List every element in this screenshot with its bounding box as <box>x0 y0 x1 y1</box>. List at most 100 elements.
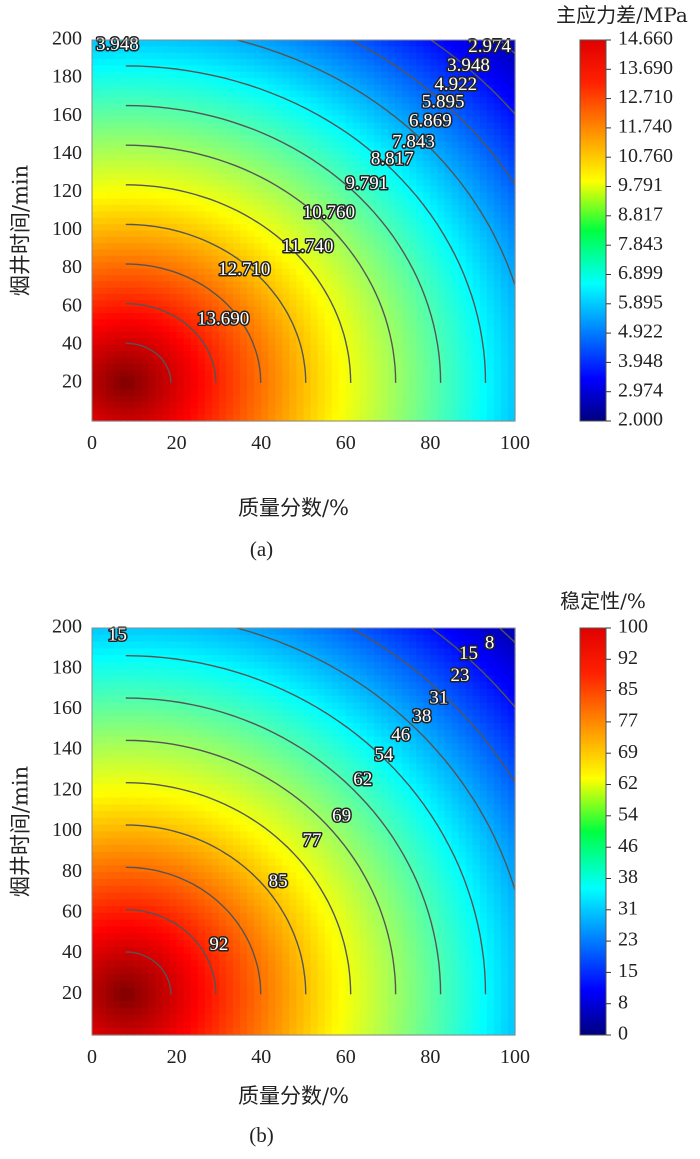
heatmap-cell <box>296 401 305 409</box>
heatmap-cell <box>176 811 185 819</box>
heatmap-cell <box>141 274 149 282</box>
heatmap-cell <box>352 217 361 225</box>
heatmap-cell <box>176 141 185 149</box>
heatmap-cell <box>162 59 171 66</box>
heatmap-cell <box>310 147 319 155</box>
heatmap-cell <box>233 363 241 371</box>
heatmap-cell <box>388 65 396 73</box>
heatmap-cell <box>148 885 157 894</box>
heatmap-cell <box>451 192 460 200</box>
heatmap-cell <box>374 103 382 111</box>
heatmap-cell <box>190 906 199 914</box>
heatmap-cell <box>317 154 326 162</box>
heatmap-cell <box>331 357 340 365</box>
heatmap-cell <box>204 338 213 346</box>
heatmap-cell <box>211 351 220 359</box>
heatmap-cell <box>176 325 185 333</box>
heatmap-cell <box>423 249 431 257</box>
y-tick-label: 20 <box>62 370 82 392</box>
heatmap-cell <box>451 154 460 162</box>
heatmap-cell <box>155 370 164 378</box>
heatmap-cell <box>507 97 516 105</box>
heatmap-cell <box>176 332 185 340</box>
heatmap-cell <box>120 205 128 213</box>
heatmap-cell <box>303 268 312 276</box>
heatmap-cell <box>409 363 417 371</box>
heatmap-cell <box>148 682 157 690</box>
heatmap-cell <box>493 147 502 155</box>
heatmap-cell <box>303 65 312 73</box>
heatmap-cell <box>120 59 128 66</box>
heatmap-cell <box>430 192 439 200</box>
heatmap-cell <box>472 255 481 263</box>
heatmap-cell <box>204 249 213 257</box>
heatmap-cell <box>317 306 326 314</box>
heatmap-cell <box>366 78 375 86</box>
heatmap-cell <box>310 65 319 73</box>
heatmap-cell <box>444 268 453 276</box>
heatmap-cell <box>113 217 121 225</box>
heatmap-cell <box>303 128 312 136</box>
heatmap-cell <box>310 52 319 60</box>
contour-label: 2.974 <box>468 36 511 57</box>
heatmap-cell <box>296 274 305 282</box>
heatmap-cell <box>106 811 114 819</box>
heatmap-cell <box>409 287 417 295</box>
heatmap-cell <box>99 648 107 656</box>
heatmap-cell <box>423 370 431 378</box>
heatmap-cell <box>141 722 149 731</box>
contour-label: 13.690 <box>197 308 249 329</box>
heatmap-cell <box>296 109 305 117</box>
y-tick-label: 100 <box>52 218 82 240</box>
heatmap-cell <box>155 1028 164 1036</box>
heatmap-cell <box>233 217 241 225</box>
heatmap-cell <box>374 128 382 136</box>
heatmap-cell <box>409 147 417 155</box>
heatmap-cell <box>141 116 149 124</box>
heatmap-cell <box>444 262 453 270</box>
heatmap-cell <box>233 109 241 117</box>
heatmap-cell <box>261 211 269 219</box>
heatmap-cell <box>444 395 453 403</box>
heatmap-cell <box>169 940 178 948</box>
heatmap-cell <box>106 953 114 961</box>
heatmap-cell <box>374 401 382 409</box>
heatmap-cell <box>113 167 121 174</box>
heatmap-cell <box>211 743 220 751</box>
heatmap-cell <box>282 40 290 47</box>
heatmap-cell <box>388 160 396 168</box>
heatmap-cell <box>444 46 453 54</box>
heatmap-cell <box>374 306 382 314</box>
heatmap-cell <box>113 243 121 251</box>
heatmap-cell <box>430 65 439 73</box>
heatmap-cell <box>204 689 213 697</box>
heatmap-cell <box>155 65 164 73</box>
heatmap-cell <box>240 408 248 416</box>
heatmap-cell <box>190 173 199 181</box>
heatmap-cell <box>289 319 298 327</box>
heatmap-cell <box>317 249 326 257</box>
heatmap-cell <box>169 357 178 365</box>
heatmap-cell <box>359 40 368 47</box>
heatmap-cell <box>486 186 495 193</box>
heatmap-cell <box>359 255 368 263</box>
heatmap-cell <box>204 872 213 880</box>
heatmap-cell <box>190 770 199 778</box>
heatmap-cell <box>218 655 227 663</box>
heatmap-cell <box>204 967 213 975</box>
heatmap-cell <box>472 84 481 92</box>
heatmap-cell <box>190 824 199 833</box>
heatmap-cell <box>479 122 488 130</box>
heatmap-cell <box>472 147 481 155</box>
heatmap-cell <box>233 777 241 785</box>
heatmap-cell <box>444 198 453 206</box>
heatmap-cell <box>99 899 107 907</box>
heatmap-cell <box>359 160 368 168</box>
heatmap-cell <box>218 1007 227 1016</box>
heatmap-cell <box>190 973 199 982</box>
heatmap-cell <box>317 357 326 365</box>
heatmap-cell <box>127 668 135 677</box>
heatmap-cell <box>190 648 199 656</box>
heatmap-cell <box>134 648 142 656</box>
heatmap-cell <box>451 332 460 340</box>
